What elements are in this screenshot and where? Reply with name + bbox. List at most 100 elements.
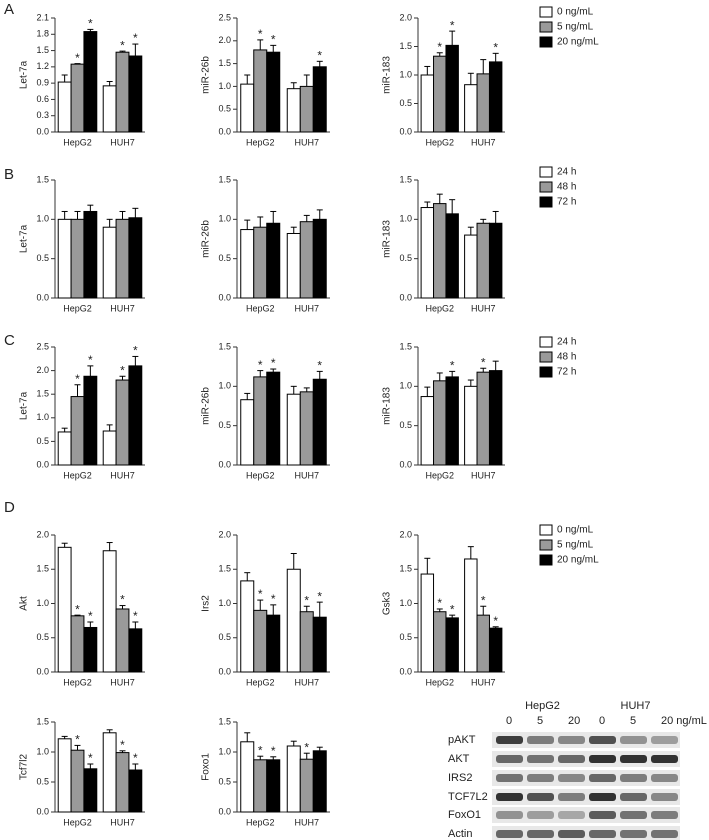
significance-star: * <box>258 743 263 757</box>
y-tick-label: 1.5 <box>218 564 231 574</box>
y-tick-label: 0.0 <box>36 666 49 676</box>
blot-group: HepG2 <box>525 700 560 712</box>
legend-swatch <box>539 351 553 363</box>
y-axis-label: Gsk3 <box>382 591 393 615</box>
x-tick-label: HepG2 <box>246 303 275 313</box>
y-tick-label: 0.5 <box>399 253 412 263</box>
bar <box>312 750 327 813</box>
y-tick-label: 0.5 <box>218 632 231 642</box>
y-tick-label: 2.0 <box>218 35 231 45</box>
blot-band <box>620 830 647 838</box>
blot-band <box>558 793 585 801</box>
y-tick-label: 1.5 <box>36 45 49 55</box>
bar <box>115 218 130 299</box>
y-tick-label: 1.5 <box>218 716 231 726</box>
blot-band <box>527 736 554 744</box>
bar-chart: 0.0 0.5 1.0 1.5 Let-7a HepG2 HUH7 <box>19 174 145 313</box>
y-tick-label: 1.5 <box>218 58 231 68</box>
y-tick-label: 0.5 <box>218 253 231 263</box>
legend-swatch <box>539 181 553 193</box>
y-axis-label: miR-26b <box>201 387 212 425</box>
significance-star: * <box>493 614 498 628</box>
y-tick-label: 1.0 <box>218 381 231 391</box>
bar <box>445 44 459 133</box>
bar <box>420 396 435 466</box>
bar <box>83 768 98 813</box>
bar-chart: 0.0 0.5 1.0 1.5 2.0 2.5 miR-26b HepG2 * * HUH7 * <box>201 12 330 147</box>
bar <box>57 81 72 133</box>
y-tick-label: 0.3 <box>36 110 49 120</box>
legend-label: 72 h <box>557 367 576 378</box>
bar-chart: 0.0 0.5 1.0 1.5 Foxo1 HepG2 * * HUH7 * <box>201 716 330 827</box>
blot-row-label: FoxO1 <box>448 809 481 821</box>
blot-band <box>496 774 523 782</box>
bar <box>286 393 301 466</box>
significance-star: * <box>271 33 276 47</box>
bar <box>128 769 143 813</box>
blot-band <box>620 793 647 801</box>
y-tick-label: 1.0 <box>218 214 231 224</box>
legend-label: 24 h <box>557 167 576 178</box>
y-tick-label: 0.0 <box>218 666 231 676</box>
blot-row-label: Actin <box>448 828 472 840</box>
y-tick-label: 1.5 <box>36 564 49 574</box>
y-tick-label: 1.0 <box>399 381 412 391</box>
legend-swatch <box>539 336 553 348</box>
blot-band <box>527 793 554 801</box>
y-tick-label: 0.0 <box>399 126 412 136</box>
bar <box>433 380 447 466</box>
legend-swatch <box>539 366 553 378</box>
x-tick-label: HUH7 <box>471 677 496 687</box>
bar <box>445 376 459 466</box>
bar <box>286 88 301 133</box>
x-tick-label: HUH7 <box>110 303 135 313</box>
y-tick-label: 1.0 <box>36 214 49 224</box>
blot-band <box>589 830 616 838</box>
y-tick-label: 1.2 <box>36 61 49 71</box>
y-tick-label: 0.5 <box>36 436 49 446</box>
y-tick-label: 0.5 <box>399 632 412 642</box>
bar <box>57 738 72 813</box>
bar <box>253 49 268 133</box>
bar-chart: 0.0 0.3 0.6 0.9 1.2 1.5 1.8 2.1 Let-7a HepG2 * * HUH… <box>19 12 145 147</box>
bar <box>299 391 314 466</box>
bar-chart: 0.0 0.5 1.0 1.5 Tcf7l2 HepG2 * * HUH7 * * <box>19 716 145 827</box>
significance-star: * <box>258 27 263 41</box>
significance-star: * <box>271 744 276 758</box>
y-tick-label: 0.0 <box>399 666 412 676</box>
bar <box>253 376 268 466</box>
blot-band <box>651 793 678 801</box>
x-tick-label: HepG2 <box>425 303 454 313</box>
y-tick-label: 1.5 <box>399 341 412 351</box>
bar <box>299 85 314 133</box>
blot-band <box>558 811 585 819</box>
x-tick-label: HepG2 <box>246 137 275 147</box>
bar <box>70 218 85 299</box>
blot-lane: 0 <box>506 715 512 727</box>
y-tick-label: 0.5 <box>218 776 231 786</box>
panel-label: B <box>4 166 14 183</box>
y-tick-label: 1.0 <box>218 746 231 756</box>
bar <box>312 66 327 133</box>
bar <box>115 608 130 673</box>
bar <box>464 234 478 299</box>
western-blot: HepG2 HUH7 0 5 20 0 5 20 ng/mL pAKT AKT IRS2 TCF7L2… <box>448 700 707 840</box>
bar-chart: 0.0 0.5 1.0 1.5 2.0 2.5 Let-7a HepG2 * * HUH7 * * <box>19 341 145 480</box>
bar <box>102 430 117 466</box>
x-tick-label: HUH7 <box>471 303 496 313</box>
y-tick-label: 1.5 <box>36 389 49 399</box>
bar <box>70 396 85 466</box>
panel-label: A <box>4 1 14 18</box>
blot-band <box>651 755 678 763</box>
blot-group: HUH7 <box>621 700 651 712</box>
blot-band <box>620 811 647 819</box>
bar <box>83 626 98 673</box>
bar <box>420 207 435 299</box>
bar <box>70 63 85 133</box>
blot-row-label: TCF7L2 <box>448 791 488 803</box>
bar <box>420 573 435 673</box>
bar <box>266 371 281 466</box>
bar-chart: 0.0 0.5 1.0 1.5 2.0 Irs2 HepG2 * * HUH7 * * <box>201 529 330 687</box>
y-tick-label: 1.0 <box>218 81 231 91</box>
significance-star: * <box>88 609 93 623</box>
